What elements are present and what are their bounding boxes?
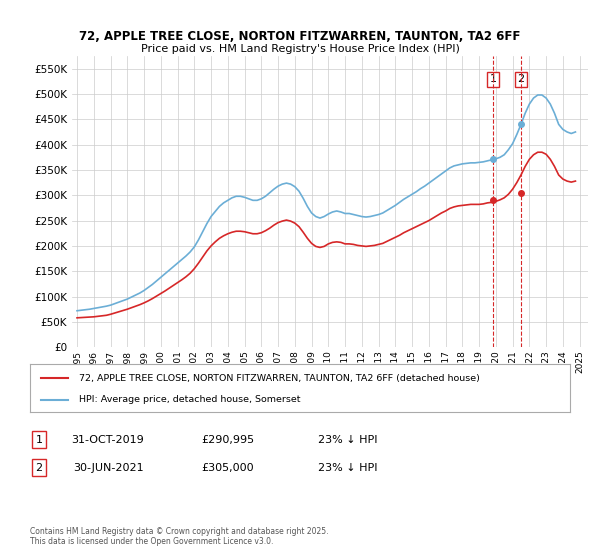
Text: 2: 2 xyxy=(517,74,524,85)
Text: 72, APPLE TREE CLOSE, NORTON FITZWARREN, TAUNTON, TA2 6FF: 72, APPLE TREE CLOSE, NORTON FITZWARREN,… xyxy=(79,30,521,43)
Text: HPI: Average price, detached house, Somerset: HPI: Average price, detached house, Some… xyxy=(79,395,300,404)
Text: 2: 2 xyxy=(35,463,43,473)
Text: 1: 1 xyxy=(490,74,497,85)
Text: 31-OCT-2019: 31-OCT-2019 xyxy=(71,435,145,445)
Text: 72, APPLE TREE CLOSE, NORTON FITZWARREN, TAUNTON, TA2 6FF (detached house): 72, APPLE TREE CLOSE, NORTON FITZWARREN,… xyxy=(79,374,479,383)
Text: 30-JUN-2021: 30-JUN-2021 xyxy=(73,463,143,473)
Text: £290,995: £290,995 xyxy=(202,435,254,445)
Text: Contains HM Land Registry data © Crown copyright and database right 2025.
This d: Contains HM Land Registry data © Crown c… xyxy=(30,526,329,546)
Text: 23% ↓ HPI: 23% ↓ HPI xyxy=(318,463,378,473)
Text: 23% ↓ HPI: 23% ↓ HPI xyxy=(318,435,378,445)
Text: Price paid vs. HM Land Registry's House Price Index (HPI): Price paid vs. HM Land Registry's House … xyxy=(140,44,460,54)
Text: £305,000: £305,000 xyxy=(202,463,254,473)
Text: 1: 1 xyxy=(35,435,43,445)
